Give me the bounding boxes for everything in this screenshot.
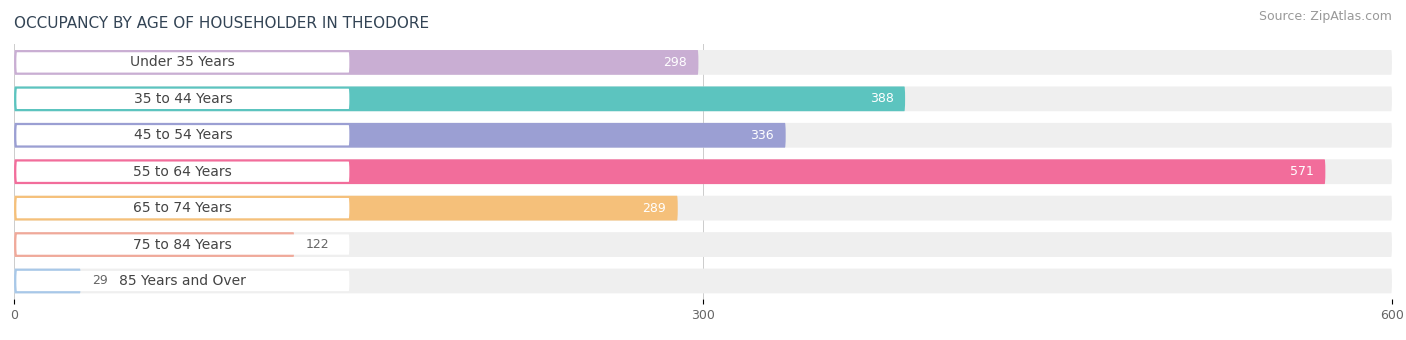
FancyBboxPatch shape <box>17 234 349 255</box>
FancyBboxPatch shape <box>17 162 349 182</box>
Text: Under 35 Years: Under 35 Years <box>131 55 235 69</box>
Text: 45 to 54 Years: 45 to 54 Years <box>134 128 232 142</box>
Text: 85 Years and Over: 85 Years and Over <box>120 274 246 288</box>
FancyBboxPatch shape <box>17 89 349 109</box>
Text: 388: 388 <box>870 92 894 105</box>
FancyBboxPatch shape <box>17 198 349 218</box>
FancyBboxPatch shape <box>14 196 1392 221</box>
FancyBboxPatch shape <box>14 232 294 257</box>
Text: 571: 571 <box>1289 165 1313 178</box>
FancyBboxPatch shape <box>14 50 699 75</box>
FancyBboxPatch shape <box>14 86 1392 111</box>
Text: 55 to 64 Years: 55 to 64 Years <box>134 165 232 179</box>
FancyBboxPatch shape <box>14 50 1392 75</box>
FancyBboxPatch shape <box>14 123 786 148</box>
Text: 65 to 74 Years: 65 to 74 Years <box>134 201 232 215</box>
Text: 122: 122 <box>305 238 329 251</box>
FancyBboxPatch shape <box>17 52 349 72</box>
FancyBboxPatch shape <box>14 86 905 111</box>
FancyBboxPatch shape <box>14 196 678 221</box>
FancyBboxPatch shape <box>14 123 1392 148</box>
FancyBboxPatch shape <box>14 159 1392 184</box>
Text: 75 to 84 Years: 75 to 84 Years <box>134 238 232 252</box>
FancyBboxPatch shape <box>14 159 1326 184</box>
Text: 298: 298 <box>664 56 688 69</box>
FancyBboxPatch shape <box>17 271 349 291</box>
Text: 336: 336 <box>751 129 775 142</box>
Text: 29: 29 <box>93 274 108 288</box>
Text: Source: ZipAtlas.com: Source: ZipAtlas.com <box>1258 10 1392 23</box>
FancyBboxPatch shape <box>17 125 349 146</box>
FancyBboxPatch shape <box>14 269 80 293</box>
Text: OCCUPANCY BY AGE OF HOUSEHOLDER IN THEODORE: OCCUPANCY BY AGE OF HOUSEHOLDER IN THEOD… <box>14 16 429 31</box>
FancyBboxPatch shape <box>14 232 1392 257</box>
FancyBboxPatch shape <box>14 269 1392 293</box>
Text: 35 to 44 Years: 35 to 44 Years <box>134 92 232 106</box>
Text: 289: 289 <box>643 202 666 215</box>
